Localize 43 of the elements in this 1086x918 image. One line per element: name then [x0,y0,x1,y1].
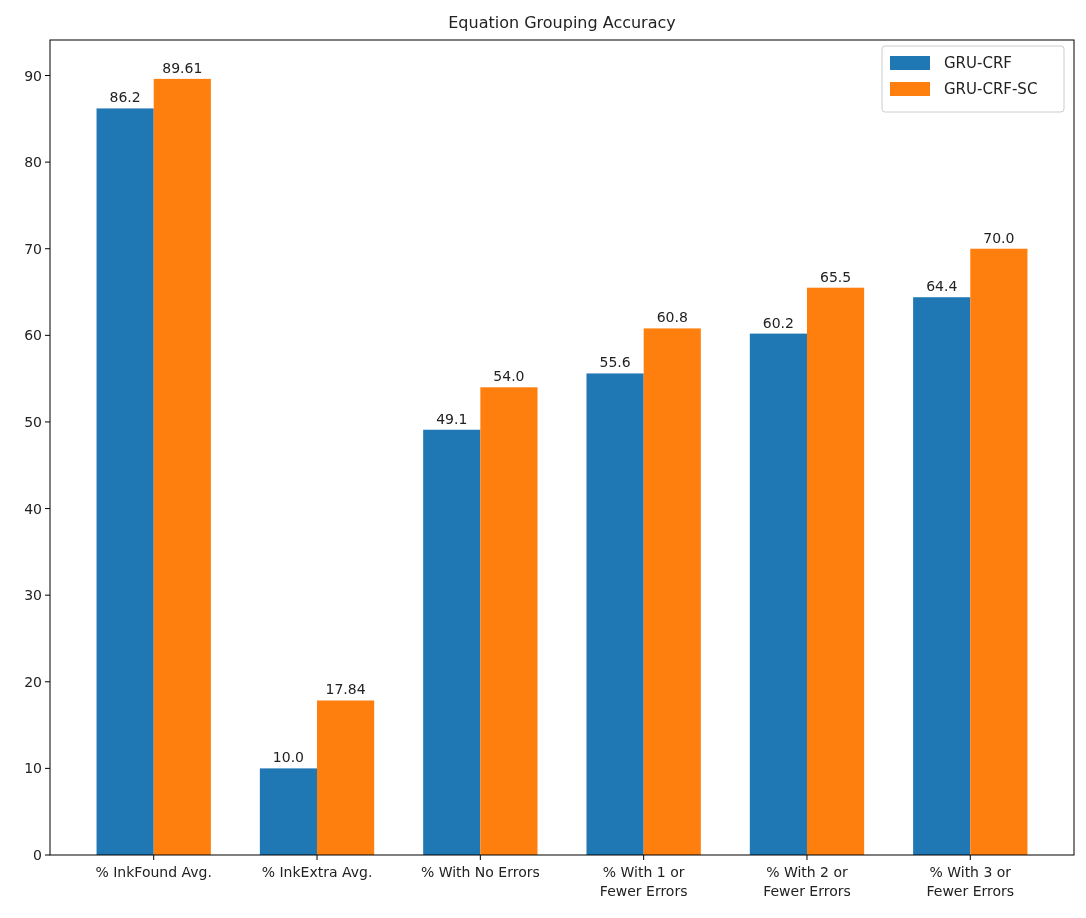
bar [586,373,644,855]
data-label: 86.2 [109,89,141,106]
legend-label: GRU-CRF-SC [944,80,1038,98]
bar [913,297,971,855]
bar [480,387,538,855]
y-tick-label: 10 [24,760,42,777]
data-label: 10.0 [272,749,305,766]
data-label: 65.5 [819,268,852,285]
data-label: 49.1 [436,410,468,427]
bar [806,287,865,855]
y-tick-label: 20 [24,673,42,690]
data-label: 70.0 [983,229,1015,246]
x-tick-label: % With No Errors [420,864,540,880]
x-tick-label: % InkExtra Avg. [261,864,373,880]
y-tick-label: 40 [24,500,42,517]
bar [317,700,375,855]
y-tick-label: 70 [24,240,42,257]
data-label: 89.61 [162,59,203,76]
data-label: 60.2 [762,314,794,331]
data-label: 55.6 [599,354,631,371]
bar [423,429,481,855]
bar [643,328,701,855]
data-label: 64.4 [926,278,958,295]
bar [970,248,1028,855]
x-tick-label: % InkFound Avg. [95,864,212,880]
x-tick-label: % With 3 or Fewer Errors [926,864,1015,899]
y-tick-label: 50 [24,413,42,430]
y-tick-label: 80 [24,154,42,171]
bar [153,78,211,855]
bar [96,108,154,855]
data-label: 60.8 [656,309,688,326]
y-tick-label: 60 [24,327,42,344]
x-tick-label: % With 2 or Fewer Errors [763,864,851,899]
y-tick-label: 0 [33,847,42,863]
y-tick-label: 90 [24,67,42,84]
bar [749,333,807,855]
y-tick-label: 30 [24,587,42,604]
data-label: 54.0 [493,368,525,385]
data-label: 17.84 [325,681,366,698]
legend-label: GRU-CRF [944,54,1012,72]
x-tick-label: % With 1 or Fewer Errors [599,864,688,899]
bar [259,768,318,855]
chart-title: Equation Grouping Accuracy [448,13,676,32]
